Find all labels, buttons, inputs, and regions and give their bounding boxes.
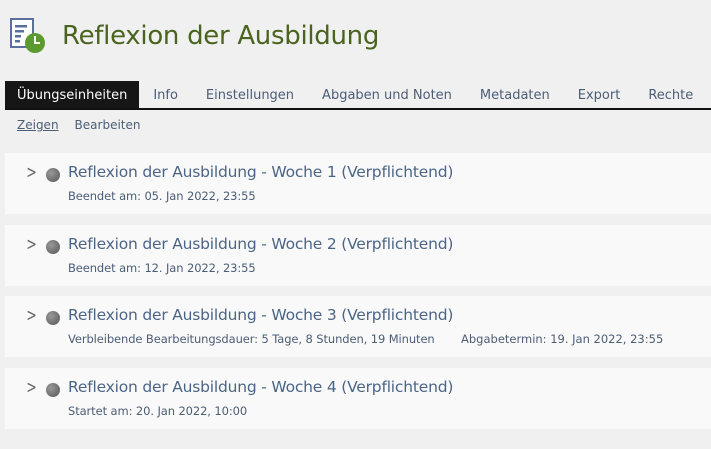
status-dot-icon bbox=[46, 383, 60, 397]
chevron-right-icon[interactable]: > bbox=[26, 305, 37, 326]
subtab-zeigen[interactable]: Zeigen bbox=[17, 118, 59, 132]
list-item: > Reflexion der Ausbildung - Woche 4 (Ve… bbox=[5, 368, 711, 429]
chevron-right-icon[interactable]: > bbox=[26, 234, 37, 255]
status-dot-icon bbox=[46, 311, 60, 325]
item-title-link[interactable]: Reflexion der Ausbildung - Woche 1 (Verp… bbox=[68, 163, 454, 181]
subtab-bearbeiten[interactable]: Bearbeiten bbox=[74, 118, 141, 132]
page-title: Reflexion der Ausbildung bbox=[62, 21, 380, 51]
subtabs: Zeigen Bearbeiten bbox=[17, 118, 140, 132]
tab-einstellungen[interactable]: Einstellungen bbox=[205, 88, 295, 103]
item-meta: Beendet am: 12. Jan 2022, 23:55 bbox=[68, 261, 256, 275]
tab-metadaten[interactable]: Metadaten bbox=[479, 88, 550, 103]
status-dot-icon bbox=[46, 240, 60, 254]
chevron-right-icon[interactable]: > bbox=[26, 162, 37, 183]
item-meta: Verbleibende Bearbeitungsdauer: 5 Tage, … bbox=[68, 332, 435, 346]
tab-abgaben-und-noten[interactable]: Abgaben und Noten bbox=[322, 88, 452, 103]
status-dot-icon bbox=[46, 168, 60, 182]
tab-rechte[interactable]: Rechte bbox=[648, 88, 694, 103]
tab-export[interactable]: Export bbox=[577, 88, 621, 103]
tab-bar: Übungseinheiten Info Einstellungen Abgab… bbox=[5, 81, 711, 110]
list-item: > Reflexion der Ausbildung - Woche 1 (Ve… bbox=[5, 153, 711, 214]
chevron-right-icon[interactable]: > bbox=[26, 377, 37, 398]
item-title-link[interactable]: Reflexion der Ausbildung - Woche 2 (Verp… bbox=[68, 235, 454, 253]
tab-info[interactable]: Info bbox=[153, 88, 178, 103]
exercise-clock-icon bbox=[10, 18, 45, 53]
item-title-link[interactable]: Reflexion der Ausbildung - Woche 4 (Verp… bbox=[68, 378, 454, 396]
item-meta: Beendet am: 05. Jan 2022, 23:55 bbox=[68, 189, 256, 203]
item-meta: Startet am: 20. Jan 2022, 10:00 bbox=[68, 404, 248, 418]
page-header: Reflexion der Ausbildung bbox=[10, 18, 379, 54]
item-title-link[interactable]: Reflexion der Ausbildung - Woche 3 (Verp… bbox=[68, 306, 454, 324]
list-item: > Reflexion der Ausbildung - Woche 2 (Ve… bbox=[5, 225, 711, 286]
list-item: > Reflexion der Ausbildung - Woche 3 (Ve… bbox=[5, 296, 711, 357]
tab-uebungseinheiten[interactable]: Übungseinheiten bbox=[5, 81, 140, 108]
item-deadline: Abgabetermin: 19. Jan 2022, 23:55 bbox=[461, 332, 664, 346]
